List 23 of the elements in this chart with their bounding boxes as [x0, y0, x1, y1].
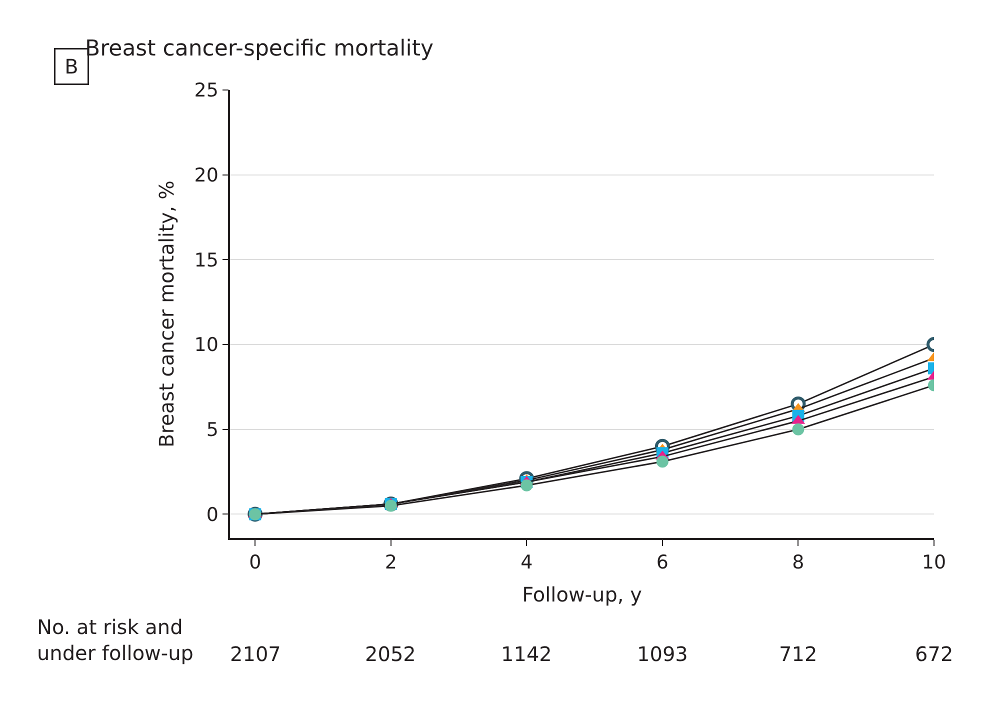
- x-tick-label: 6: [656, 552, 668, 574]
- y-tick-label: 15: [194, 249, 218, 272]
- x-tick-label: 10: [922, 552, 946, 574]
- text: 1142: [501, 642, 552, 666]
- y-axis-title: Breast cancer mortality, %: [154, 180, 178, 448]
- x-tick-label: 8: [792, 552, 804, 574]
- x-tick-label: 0: [249, 552, 262, 574]
- text: 672: [915, 642, 954, 666]
- x-axis-title: Follow-up, y: [522, 582, 642, 607]
- x-tick-label: 2: [384, 552, 397, 574]
- chart-title: Breast cancer-specific mortality: [85, 36, 434, 62]
- y-tick-label: 0: [206, 504, 218, 526]
- y-tick-label: 10: [194, 334, 218, 356]
- text: 2107: [230, 642, 281, 666]
- x-tick-label: 4: [520, 552, 533, 574]
- text: No. at risk and under follow-up: [37, 615, 194, 665]
- text: B: [64, 54, 78, 78]
- text: 2052: [365, 642, 416, 666]
- y-tick-label: 20: [194, 164, 218, 186]
- text: 1093: [637, 642, 688, 666]
- y-tick-label: 5: [206, 419, 218, 442]
- text: 712: [779, 642, 818, 666]
- y-tick-label: 25: [194, 80, 218, 102]
